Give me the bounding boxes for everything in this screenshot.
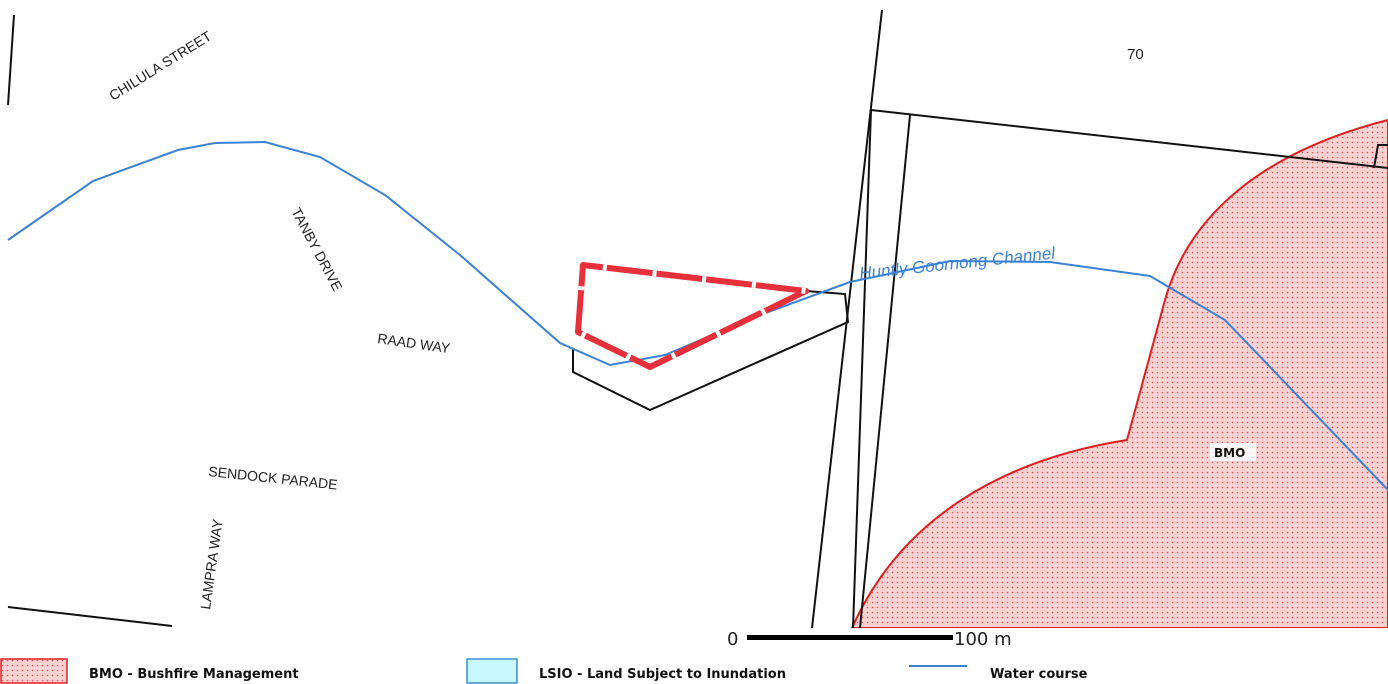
legend-label-watercourse: Water course: [990, 667, 1088, 682]
bmo-swatch: [0, 658, 68, 684]
watercourse-swatch: [909, 665, 967, 667]
road-label-tanby-drive: TANBY DRIVE: [288, 205, 345, 294]
bmo-zone-label: BMO: [1214, 446, 1245, 460]
scale-bar-start-label: 0: [727, 629, 738, 650]
watercourse-line[interactable]: [7, 140, 1388, 491]
scale-bar: 0 100 m: [727, 629, 1012, 650]
bmo-overlay-area[interactable]: [850, 118, 1388, 628]
scale-bar-end-label: 100 m: [954, 629, 1012, 650]
watercourse-name-label: Huntly Goornong Channel: [858, 243, 1057, 283]
bmo-label-halo: [1210, 443, 1256, 461]
road-label-sendock-parade: SENDOCK PARADE: [208, 463, 339, 492]
parcel-boundaries: [7, 9, 1388, 628]
road-label-lampra-way: LAMPRA WAY: [197, 517, 226, 610]
lsio-swatch: [466, 658, 518, 684]
road-label-raad-way: RAAD WAY: [377, 330, 452, 356]
map-legend: BMO - Bushfire Management LSIO - Land Su…: [0, 655, 1388, 684]
scale-bar-line: [747, 635, 953, 640]
subject-site-outline[interactable]: [575, 262, 809, 370]
road-label-chilula-street: CHILULA STREET: [106, 27, 214, 103]
parcel-number-label: 70: [1127, 46, 1144, 63]
legend-label-lsio: LSIO - Land Subject to Inundation: [539, 667, 786, 682]
legend-label-bmo: BMO - Bushfire Management: [89, 667, 299, 682]
